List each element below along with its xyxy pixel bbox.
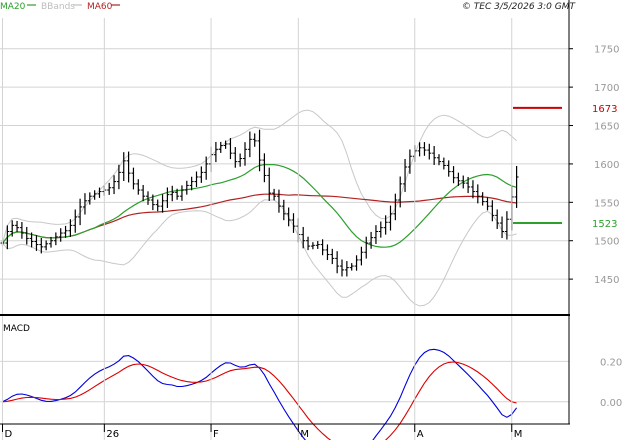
macd-tick-label: 0.20 [600,357,622,368]
time-tick-label: F [213,429,219,440]
price-marker-label: 1523 [592,219,617,230]
bband-upper-line [2,109,517,244]
price-tick-label: 1450 [594,275,619,286]
macd-title: MACD [3,324,30,334]
price-axis: 1450 1500 1550 1600 1650 1700 1750 [569,45,619,286]
macd-line [2,348,518,440]
price-markers: 1673 1523 [513,104,617,230]
price-tick-label: 1750 [594,45,619,56]
macd-tick-label: 0.00 [600,398,622,409]
copyright-text: © TEC 3/5/2026 3:0 GMT [462,2,577,12]
bband-lower-line [2,199,517,307]
time-tick-label: M [514,429,523,440]
macd-signal-line [2,361,517,440]
macd-axis: 0.00 0.20 [600,357,622,408]
time-axis: D 26 F M A M [2,18,523,440]
legend: MA20 BBands MA60 [0,2,120,12]
price-marker-label: 1673 [592,104,617,115]
price-tick-label: 1500 [594,237,619,248]
price-tick-label: 1550 [594,198,619,209]
bband-upper-path [2,109,517,244]
time-tick-label: D [5,429,13,440]
legend-ma60-label: MA60 [87,2,113,12]
macd-lines [2,348,518,440]
time-tick-label: A [417,429,424,440]
bband-lower-path [2,199,517,307]
ohlc-bars [0,129,519,277]
main-panel-grid [0,48,569,280]
price-tick-label: 1700 [594,83,619,94]
legend-bbands-label: BBands [41,2,75,12]
time-tick-label: 26 [106,429,119,440]
price-tick-label: 1600 [594,160,619,171]
time-tick-label: M [300,429,309,440]
legend-ma20-label: MA20 [0,2,26,12]
price-tick-label: 1650 [594,122,619,133]
macd-panel-grid [0,360,569,403]
